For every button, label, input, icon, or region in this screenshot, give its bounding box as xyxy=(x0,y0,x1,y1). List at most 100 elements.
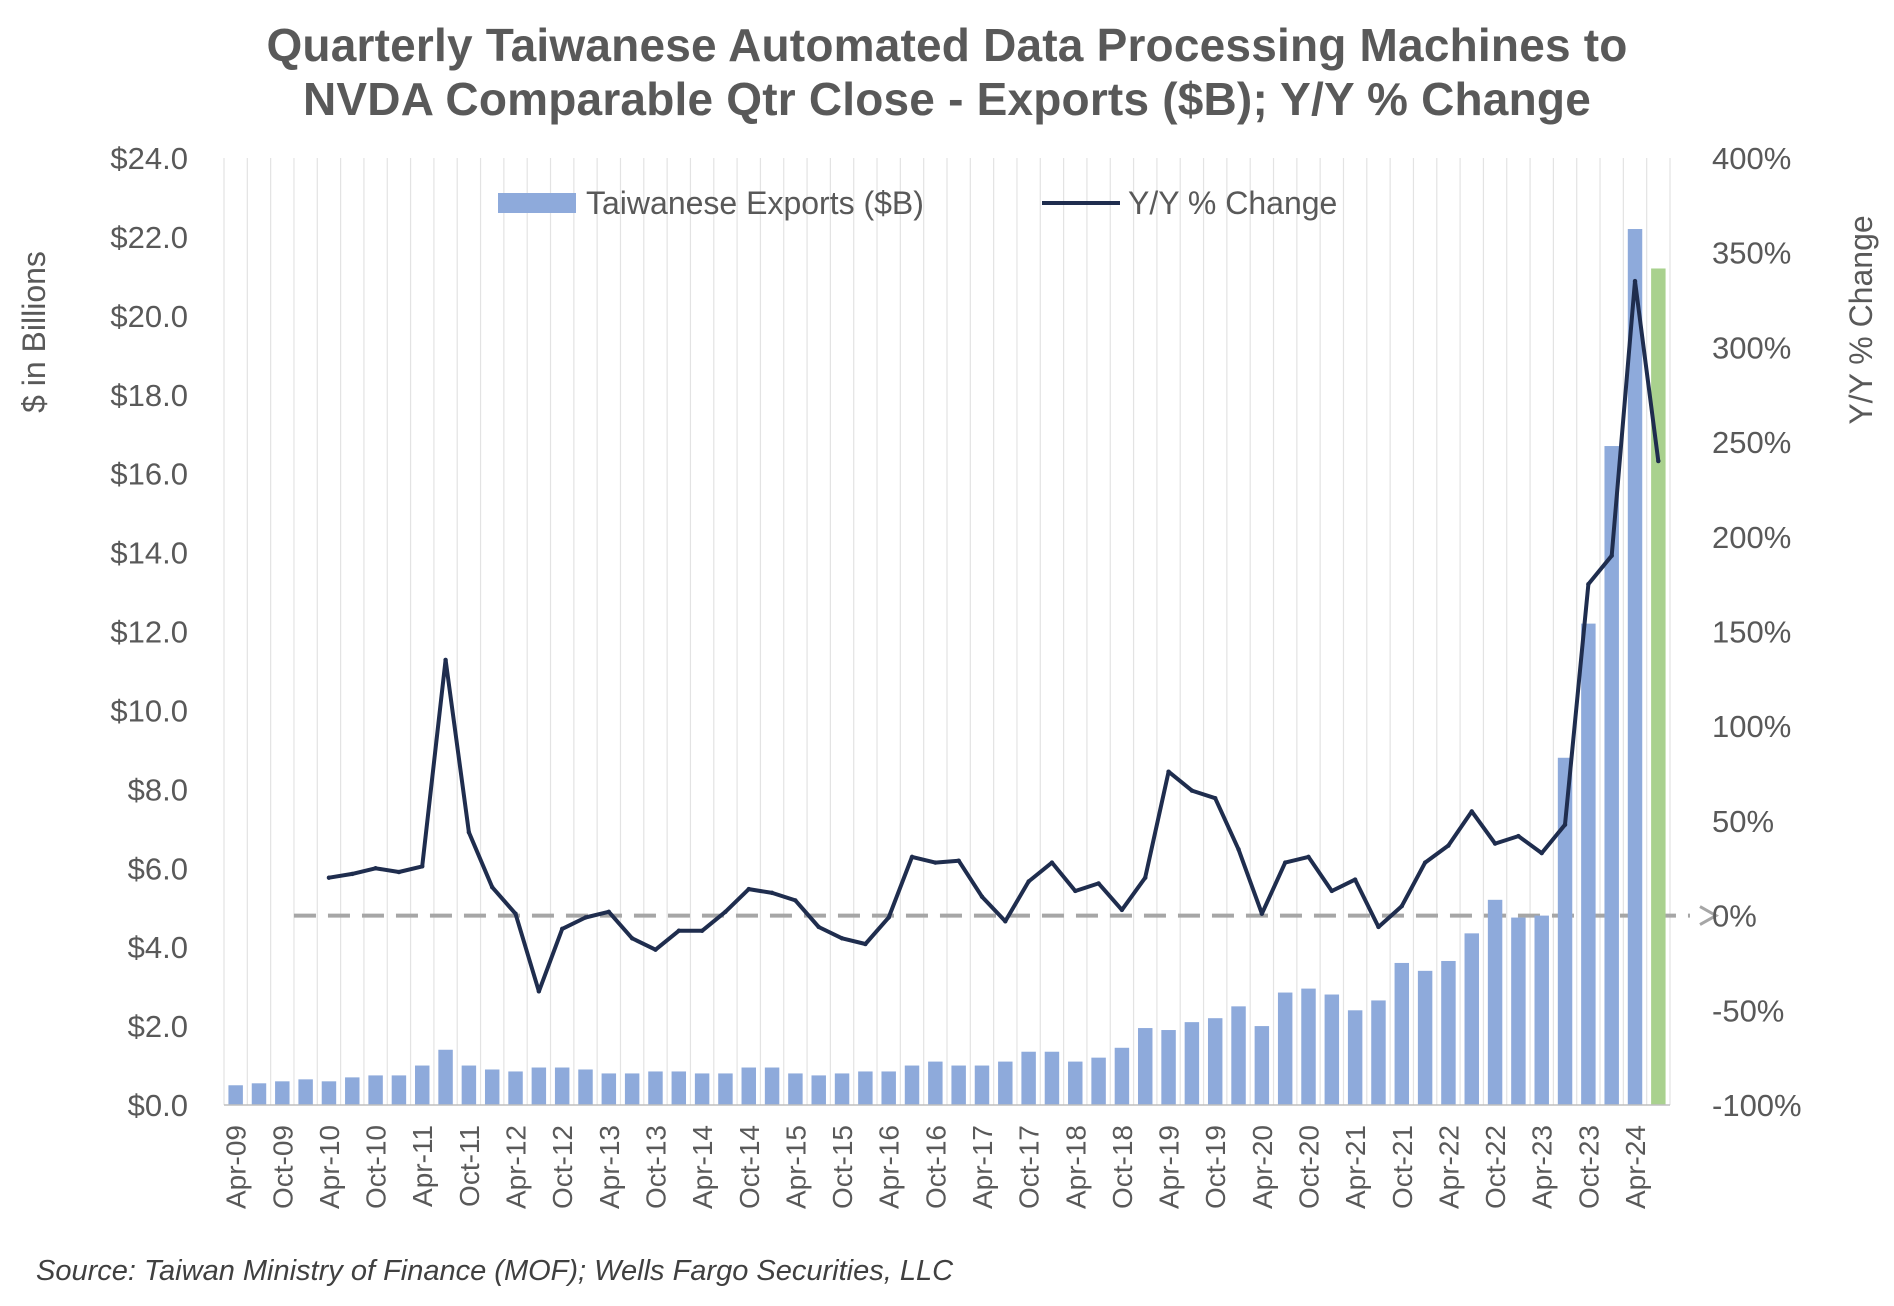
yoy-point xyxy=(1376,924,1381,930)
yoy-point xyxy=(326,875,332,880)
bar xyxy=(1068,1061,1083,1105)
x-tick-label: Oct-15 xyxy=(827,1125,858,1209)
right-tick-label: 400% xyxy=(1712,141,1791,176)
yoy-point xyxy=(886,915,891,920)
bar xyxy=(764,1067,780,1105)
yoy-point xyxy=(816,924,821,930)
yoy-point xyxy=(1259,911,1265,916)
left-tick-label: $6.0 xyxy=(128,851,188,886)
bar xyxy=(1347,1010,1363,1105)
legend-bar-label: Taiwanese Exports ($B) xyxy=(586,185,924,221)
bar xyxy=(1511,917,1526,1105)
bar xyxy=(1021,1051,1036,1105)
yoy-point xyxy=(793,898,798,903)
yoy-point xyxy=(1469,809,1474,814)
yoy-point xyxy=(1516,833,1521,839)
right-tick-label: 300% xyxy=(1712,330,1791,365)
right-tick-label: 250% xyxy=(1712,425,1791,460)
x-tick-label: Apr-17 xyxy=(967,1125,998,1209)
bar-highlight xyxy=(1651,268,1666,1105)
left-tick-label: $0.0 xyxy=(128,1088,188,1123)
left-tick-label: $2.0 xyxy=(128,1009,188,1044)
bar xyxy=(1301,988,1316,1105)
bar xyxy=(1557,757,1573,1105)
yoy-point xyxy=(629,936,635,941)
bar xyxy=(998,1061,1013,1105)
x-tick-label: Apr-12 xyxy=(501,1125,532,1209)
bar xyxy=(531,1067,547,1105)
bar xyxy=(1581,623,1596,1105)
yoy-point xyxy=(1329,888,1335,894)
x-tick-label: Apr-21 xyxy=(1340,1125,1371,1209)
yoy-point xyxy=(350,871,355,877)
x-tick-label: Oct-19 xyxy=(1200,1125,1231,1209)
bar xyxy=(671,1071,687,1105)
bar xyxy=(1417,970,1433,1105)
yoy-point xyxy=(1026,879,1031,884)
yoy-point xyxy=(933,860,938,865)
bar xyxy=(1231,1006,1246,1105)
bar xyxy=(251,1083,267,1105)
bar xyxy=(321,1081,337,1105)
right-tick-label: -100% xyxy=(1712,1088,1802,1123)
left-tick-label: $16.0 xyxy=(110,457,188,492)
yoy-point xyxy=(1213,795,1218,801)
bar xyxy=(601,1073,617,1105)
right-tick-label: 100% xyxy=(1712,709,1791,744)
x-tick-label: Apr-15 xyxy=(780,1125,811,1209)
x-tick-label: Apr-19 xyxy=(1154,1125,1185,1209)
yoy-point xyxy=(676,928,681,933)
yoy-point xyxy=(1073,888,1078,894)
bar xyxy=(718,1073,733,1105)
bar xyxy=(974,1065,990,1105)
bar xyxy=(834,1073,850,1105)
bar xyxy=(345,1077,360,1105)
right-tick-label: 0% xyxy=(1712,899,1757,934)
bar xyxy=(1091,1057,1106,1105)
legend-bar-swatch xyxy=(498,193,576,213)
x-tick-label: Apr-20 xyxy=(1247,1125,1278,1209)
yoy-point xyxy=(1539,850,1544,856)
bar xyxy=(1138,1028,1153,1105)
left-tick-label: $24.0 xyxy=(110,141,188,176)
yoy-point xyxy=(769,890,775,896)
yoy-point xyxy=(1143,875,1148,880)
x-tick-label: Oct-18 xyxy=(1107,1125,1138,1209)
bar xyxy=(881,1071,896,1105)
yoy-point xyxy=(1236,847,1241,852)
x-tick-label: Apr-18 xyxy=(1060,1125,1091,1209)
yoy-point xyxy=(1166,769,1171,774)
bar xyxy=(1044,1051,1060,1105)
yoy-point xyxy=(1096,881,1101,886)
x-tick-label: Apr-13 xyxy=(594,1125,625,1209)
left-tick-label: $12.0 xyxy=(110,615,188,650)
x-tick-label: Oct-23 xyxy=(1573,1125,1604,1209)
yoy-point xyxy=(583,915,588,920)
bar xyxy=(298,1079,313,1105)
bar xyxy=(788,1073,803,1105)
bar xyxy=(438,1049,453,1105)
x-tick-label: Oct-10 xyxy=(361,1125,392,1209)
yoy-point xyxy=(490,884,495,890)
left-tick-label: $8.0 xyxy=(128,772,188,807)
x-tick-label: Apr-14 xyxy=(687,1125,718,1209)
bar xyxy=(391,1075,407,1105)
x-tick-label: Oct-11 xyxy=(454,1125,485,1207)
bar xyxy=(1394,962,1410,1105)
x-tick-label: Apr-09 xyxy=(221,1125,252,1209)
left-tick-label: $18.0 xyxy=(110,378,188,413)
yoy-point xyxy=(863,941,868,947)
yoy-point xyxy=(1632,278,1638,284)
left-tick-label: $14.0 xyxy=(110,536,188,571)
yoy-point xyxy=(909,854,915,860)
bar xyxy=(1254,1026,1270,1105)
x-tick-label: Oct-12 xyxy=(547,1125,578,1209)
yoy-point xyxy=(466,830,472,835)
yoy-point xyxy=(420,864,425,869)
yoy-point xyxy=(513,911,518,916)
left-tick-label: $10.0 xyxy=(110,693,188,728)
bar xyxy=(904,1065,920,1105)
left-tick-label: $4.0 xyxy=(128,930,188,965)
x-tick-label: Oct-13 xyxy=(641,1125,672,1209)
y-axis-left-title: $ in Billions xyxy=(16,251,52,413)
